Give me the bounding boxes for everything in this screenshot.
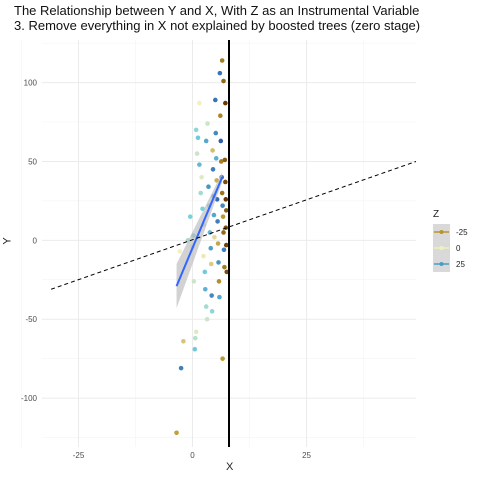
data-point <box>210 148 215 153</box>
data-point <box>197 162 202 167</box>
data-point <box>223 179 228 185</box>
legend-key-0 <box>433 240 450 256</box>
dashed-reference-line <box>50 160 417 290</box>
x-tick-label: -25 <box>73 451 85 460</box>
data-point <box>178 365 184 371</box>
data-point <box>215 241 221 246</box>
legend-label-neg25: -25 <box>456 227 468 237</box>
data-point <box>222 157 228 163</box>
y-tick-label: -50 <box>25 315 37 324</box>
data-point <box>198 190 204 196</box>
data-point <box>219 190 225 196</box>
legend-item-neg25: -25 <box>433 224 468 240</box>
y-tick-label: 0 <box>33 236 38 245</box>
y-tick-label: -100 <box>21 394 38 403</box>
legend-key-25 <box>433 256 450 272</box>
x-tick-label: 25 <box>302 451 311 460</box>
data-point <box>215 219 220 224</box>
data-point <box>220 356 225 361</box>
data-point <box>221 78 226 84</box>
x-tick-label: 0 <box>190 451 195 460</box>
data-point <box>209 309 215 314</box>
data-point <box>204 316 210 322</box>
data-point <box>208 261 214 267</box>
data-point <box>213 97 218 103</box>
legend-item-0: 0 <box>433 240 468 256</box>
data-point <box>217 294 222 300</box>
data-point <box>199 174 204 180</box>
fit-line <box>175 176 224 287</box>
data-point <box>220 214 226 219</box>
data-point <box>191 279 197 284</box>
data-point <box>202 286 208 292</box>
data-point <box>218 138 224 144</box>
chart-subtitle: 3. Remove everything in X not explained … <box>14 18 421 33</box>
data-point <box>193 127 199 133</box>
legend: Z -25 0 25 <box>433 209 468 272</box>
data-point <box>219 58 225 63</box>
data-point <box>181 339 186 344</box>
data-point <box>213 130 219 136</box>
data-point <box>203 304 209 309</box>
y-tick-label: 100 <box>24 79 38 88</box>
data-point <box>197 100 202 106</box>
data-point <box>221 230 226 235</box>
data-point <box>221 247 227 253</box>
data-point <box>208 245 214 251</box>
data-point <box>212 234 217 240</box>
data-point <box>223 197 229 202</box>
x-axis-title: X <box>226 461 234 473</box>
data-point <box>174 430 179 436</box>
chart-title: The Relationship between Y and X, With Z… <box>14 3 420 18</box>
data-point <box>210 167 216 172</box>
data-point <box>216 279 222 284</box>
legend-item-25: 25 <box>433 256 468 272</box>
data-point <box>209 293 214 298</box>
legend-label-0: 0 <box>456 243 461 253</box>
legend-key-neg25 <box>433 224 450 240</box>
data-point <box>193 329 199 335</box>
legend-title: Z <box>433 209 440 220</box>
legend-label-25: 25 <box>456 259 465 269</box>
data-point <box>206 184 211 190</box>
data-point <box>224 269 230 275</box>
data-point <box>218 113 223 119</box>
data-point <box>216 260 221 265</box>
data-point <box>192 335 198 341</box>
data-point <box>218 159 224 164</box>
data-point <box>205 121 210 126</box>
data-point <box>223 242 229 248</box>
data-point <box>201 253 206 259</box>
data-point <box>217 70 223 76</box>
data-point <box>203 138 209 144</box>
data-point <box>211 212 217 218</box>
y-axis-title: Y <box>1 237 14 245</box>
data-point <box>223 100 228 106</box>
data-point <box>223 208 229 213</box>
y-tick-label: 50 <box>28 157 37 166</box>
data-point <box>177 249 183 254</box>
data-point <box>202 269 208 275</box>
data-point <box>220 203 225 208</box>
data-point <box>194 151 200 156</box>
data-point <box>187 214 193 219</box>
data-point <box>213 156 219 161</box>
data-point <box>222 264 227 270</box>
data-point <box>192 346 198 352</box>
data-point <box>195 135 201 141</box>
